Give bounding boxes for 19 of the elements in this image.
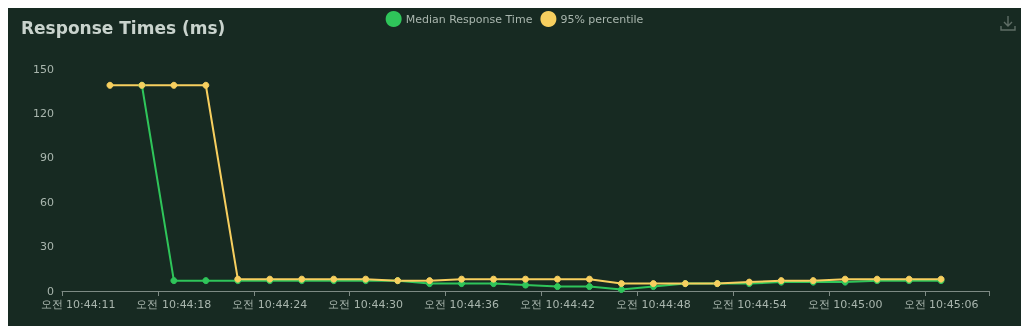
y-tick-label: 60 [40,195,54,209]
x-tick-label: 오전 10:44:42 [520,298,595,311]
x-tick-label: 오전 10:44:11 [40,298,116,311]
x-tick-label: 오전 10:44:36 [424,298,500,311]
chart-title: Response Times (ms) [21,17,226,38]
x-tick-label: 오전 10:45:06 [903,298,979,311]
y-tick-label: 150 [33,62,54,76]
x-tick-label: 오전 10:45:00 [807,298,883,311]
x-tick-label: 오전 10:44:18 [136,298,212,311]
x-tick-label: 오전 10:44:24 [232,298,308,311]
y-tick-label: 30 [40,240,54,254]
y-tick-label: 90 [40,151,54,165]
legend-label: 95% percentile [560,12,644,26]
x-tick-label: 오전 10:44:48 [615,298,691,311]
x-tick-label: 오전 10:44:54 [711,298,787,311]
x-tick-label: 오전 10:44:30 [328,298,404,311]
y-tick-label: 120 [33,106,54,120]
legend-label: Median Response Time [405,12,533,26]
y-tick-label: 0 [47,284,54,298]
